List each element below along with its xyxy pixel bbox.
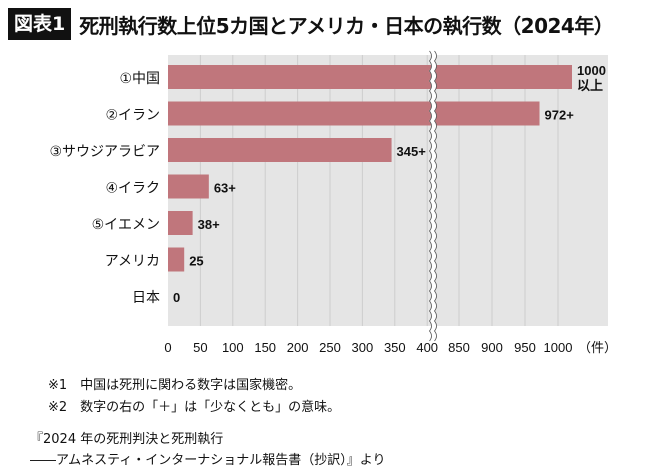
data-label: 345+: [397, 144, 427, 159]
note-2: ※2 数字の右の「＋」は「少なくとも」の意味。: [48, 400, 341, 415]
bar: [168, 211, 193, 235]
bar: [168, 247, 185, 272]
x-tick-label: 150: [254, 340, 276, 355]
title-text: 死刑執行数上位5カ国とアメリカ・日本の執行数（2024年）: [79, 13, 614, 38]
x-tick-label: 350: [384, 340, 406, 355]
category-label: ②イラン: [105, 108, 160, 124]
source-line-2: ――アムネスティ・インターナショナル報告書（抄訳）』より: [30, 453, 386, 468]
x-tick-label: 200: [287, 340, 309, 355]
bar-chart: 0 50 100 150 200 250 300 350 400 850 900 950 1000 （件）…: [49, 49, 617, 356]
x-tick-label: 950: [514, 340, 536, 355]
data-label: 38+: [198, 217, 220, 232]
data-label: 1000 以上: [577, 63, 606, 93]
note-1: ※1 中国は死刑に関わる数字は国家機密。: [48, 378, 302, 393]
x-tick-label: 50: [193, 340, 207, 355]
data-label: 972+: [545, 108, 575, 123]
data-label: 25: [189, 254, 203, 269]
x-tick-label: 100: [222, 340, 244, 355]
chart-title: 図表1 死刑執行数上位5カ国とアメリカ・日本の執行数（2024年）: [8, 8, 614, 40]
source-line-1: 『2024 年の死刑判決と死刑執行: [30, 432, 224, 447]
x-tick-label: 400: [416, 340, 438, 355]
x-tick-label: 0: [164, 340, 171, 355]
category-label: アメリカ: [105, 254, 160, 270]
x-tick-label: 900: [481, 340, 503, 355]
x-tick-label: 300: [352, 340, 374, 355]
axis-break-gap: [428, 49, 437, 343]
axis-break-line: [428, 50, 432, 342]
x-tick-label: 1000: [544, 340, 573, 355]
category-label: 日本: [132, 290, 160, 306]
x-tick-label: 250: [319, 340, 341, 355]
figure-badge: 図表1: [8, 8, 72, 40]
category-label: ①中国: [119, 71, 160, 87]
x-tick-label: 850: [448, 340, 470, 355]
plot-background: [168, 55, 608, 326]
data-label: 63+: [214, 181, 236, 196]
axis-break-line: [433, 50, 437, 342]
category-label: ③サウジアラビア: [49, 144, 160, 160]
x-unit-label: （件）: [578, 341, 617, 356]
bar: [168, 174, 209, 199]
category-label: ⑤イエメン: [92, 217, 160, 233]
category-label: ④イラク: [105, 181, 160, 197]
data-label: 0: [173, 290, 180, 305]
bar: [168, 138, 392, 162]
bar: [168, 101, 540, 126]
bar: [168, 65, 572, 89]
